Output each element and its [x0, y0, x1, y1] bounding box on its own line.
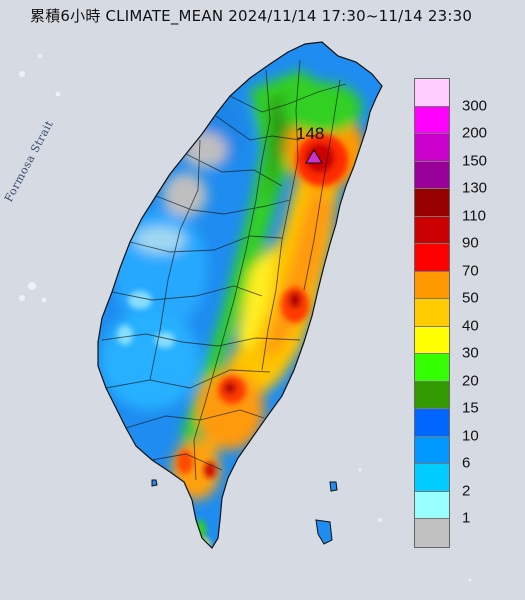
- legend-swatch: [415, 436, 449, 464]
- legend-swatch: [415, 381, 449, 409]
- legend-label: 90: [462, 234, 479, 252]
- district-boundaries: [101, 59, 347, 481]
- legend-swatch: [415, 299, 449, 327]
- legend-label: 110: [462, 207, 486, 224]
- cloud-speckles: [19, 54, 472, 582]
- legend-label: 30: [462, 344, 479, 362]
- map-title: 累積6小時 CLIMATE_MEAN 2024/11/14 17:30~11/1…: [30, 7, 473, 25]
- legend-label: 50: [462, 289, 479, 307]
- legend-label: 20: [462, 372, 479, 389]
- legend-label: 130: [462, 179, 488, 197]
- legend-swatch: [415, 189, 449, 217]
- legend-swatch: [415, 134, 449, 162]
- legend-swatch: [415, 464, 449, 492]
- offshore-islands: [151, 479, 338, 545]
- legend-swatch: [415, 409, 449, 437]
- peak-marker-icon: [305, 149, 323, 164]
- legend-label: 40: [462, 317, 479, 334]
- legend-label: 1: [462, 509, 471, 527]
- legend-swatch: [415, 271, 449, 299]
- legend-swatch: [415, 106, 449, 134]
- legend-label: 6: [462, 454, 471, 472]
- legend-label: 150: [462, 152, 488, 169]
- legend-swatch: [415, 326, 449, 354]
- legend-label: 300: [462, 97, 488, 114]
- legend-label: 2: [462, 482, 471, 499]
- coastline: [97, 41, 383, 549]
- legend-swatch: [415, 79, 449, 107]
- legend-label: 200: [462, 124, 488, 142]
- legend-swatch: [415, 216, 449, 244]
- legend-swatch: [415, 161, 449, 189]
- legend-swatch: [415, 354, 449, 382]
- legend-swatch: [415, 244, 449, 272]
- legend-colorbar: [414, 78, 450, 548]
- peak-value: 148: [296, 124, 325, 143]
- legend-label: 15: [462, 399, 479, 417]
- legend-swatch: [415, 491, 449, 519]
- legend-swatch: [415, 519, 449, 547]
- legend-label: 70: [462, 262, 479, 279]
- legend-label: 10: [462, 427, 479, 444]
